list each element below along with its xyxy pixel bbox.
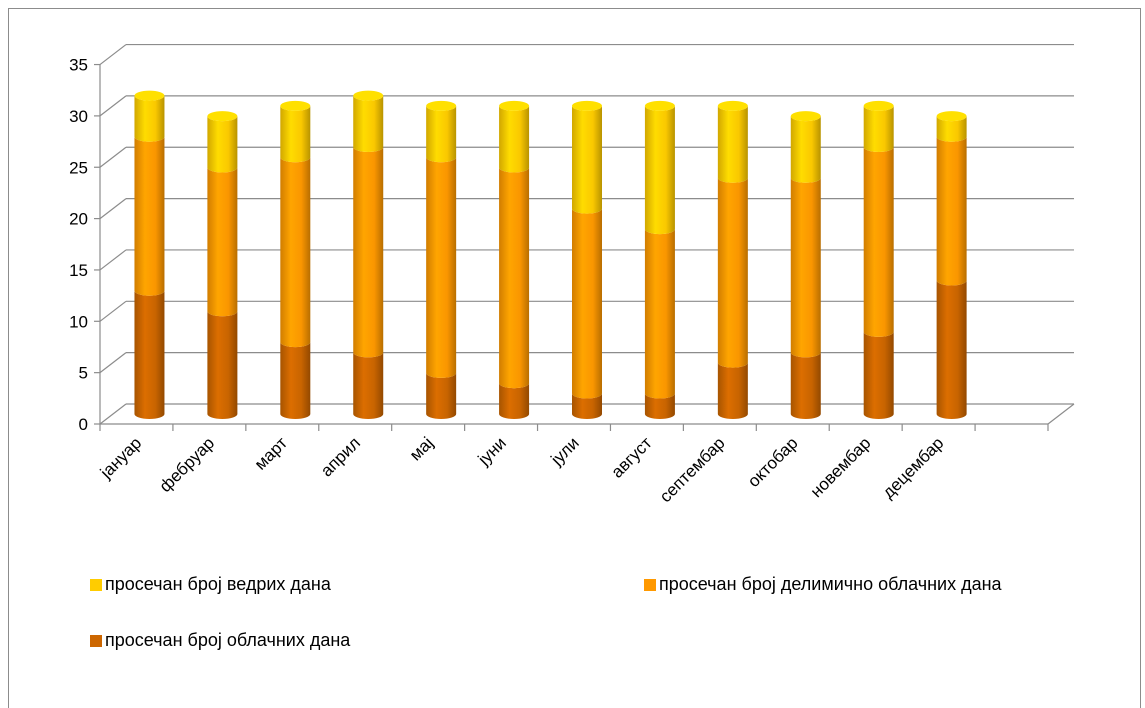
legend-swatch-clear bbox=[90, 578, 102, 591]
bar-segment bbox=[936, 136, 967, 286]
bar-cap bbox=[353, 90, 384, 101]
x-category-label: јули bbox=[547, 433, 583, 469]
bar-segment bbox=[280, 342, 311, 419]
x-category-label: септембар bbox=[656, 433, 729, 506]
y-tick-label: 10 bbox=[69, 312, 88, 331]
bar-segment bbox=[353, 146, 384, 358]
y-tick-label: 30 bbox=[69, 107, 88, 126]
bar-segment bbox=[572, 393, 602, 419]
bar-segment bbox=[936, 116, 967, 142]
gridline-depth bbox=[99, 249, 127, 271]
y-tick-label: 35 bbox=[69, 56, 88, 75]
legend-swatch-partly bbox=[644, 578, 656, 591]
bar-segment bbox=[134, 136, 165, 296]
x-category-label: децембар bbox=[879, 433, 948, 502]
bar-cap bbox=[499, 100, 530, 111]
bar-cap bbox=[572, 100, 602, 111]
x-category-label: фебруар bbox=[156, 433, 219, 496]
legend-item-clear: просечан број ведрих дана bbox=[90, 574, 331, 595]
y-tick-label: 25 bbox=[69, 158, 88, 177]
bar-segment bbox=[572, 105, 602, 214]
legend-label-partly: просечан број делимично облачних дана bbox=[659, 574, 1002, 594]
bar-segment bbox=[207, 311, 238, 419]
gridline-depth bbox=[99, 44, 127, 66]
floor-edge bbox=[1047, 403, 1075, 425]
x-category-label: јуни bbox=[474, 433, 510, 469]
bar-segment bbox=[790, 116, 821, 183]
bar-segment bbox=[790, 352, 821, 419]
bar-segment bbox=[280, 157, 311, 348]
y-tick-label: 20 bbox=[69, 210, 88, 229]
bar-cap bbox=[790, 111, 821, 122]
bar-segment bbox=[499, 383, 530, 419]
bar-segment bbox=[499, 167, 530, 389]
bar-segment bbox=[426, 372, 457, 419]
bar-cap bbox=[644, 100, 675, 111]
legend-label-cloudy: просечан број облачних дана bbox=[105, 630, 351, 650]
bar-segment bbox=[717, 362, 748, 419]
x-category-label: јануар bbox=[96, 433, 145, 482]
bar-segment bbox=[863, 105, 894, 152]
chart-frame bbox=[8, 8, 1141, 708]
x-category-label: октобар bbox=[744, 433, 802, 491]
legend-item-partly: просечан број делимично облачних дана bbox=[644, 574, 1002, 595]
y-tick-label: 15 bbox=[69, 261, 88, 280]
bar-cap bbox=[936, 111, 967, 122]
bar-segment bbox=[207, 167, 238, 317]
legend-swatch-cloudy bbox=[90, 634, 102, 647]
bar-cap bbox=[426, 100, 457, 111]
x-category-label: март bbox=[251, 433, 291, 473]
x-category-label: април bbox=[317, 433, 364, 480]
bar-segment bbox=[572, 208, 602, 399]
bar-segment bbox=[644, 393, 675, 419]
bar-cap bbox=[280, 100, 311, 111]
y-tick-label: 5 bbox=[79, 364, 88, 383]
bar-segment bbox=[863, 331, 894, 419]
x-category-label: август bbox=[607, 433, 655, 481]
bar-segment bbox=[863, 146, 894, 337]
bar-cap bbox=[863, 100, 894, 111]
gridline-depth bbox=[99, 300, 127, 322]
x-category-label: мај bbox=[406, 433, 437, 464]
gridline-depth bbox=[99, 95, 127, 117]
bar-segment bbox=[426, 105, 457, 163]
bar-segment bbox=[717, 105, 748, 183]
x-category-label: новембар bbox=[807, 433, 875, 501]
bar-segment bbox=[717, 177, 748, 368]
bar-segment bbox=[353, 352, 384, 419]
bar-segment bbox=[499, 105, 530, 173]
bar-segment bbox=[207, 116, 238, 173]
bar-segment bbox=[134, 95, 165, 142]
bar-segment bbox=[644, 105, 675, 235]
bar-cap bbox=[207, 111, 238, 122]
gridline-depth bbox=[99, 198, 127, 220]
bar-segment bbox=[790, 177, 821, 358]
bar-cap bbox=[717, 100, 748, 111]
bar-segment bbox=[134, 290, 165, 419]
bar-segment bbox=[353, 95, 384, 152]
legend-item-cloudy: просечан број облачних дана bbox=[90, 630, 350, 651]
bar-cap bbox=[134, 90, 165, 101]
gridline-depth bbox=[99, 352, 127, 374]
gridline-depth bbox=[99, 403, 127, 425]
bar-segment bbox=[280, 105, 311, 163]
bar-segment bbox=[936, 280, 967, 419]
gridline-depth bbox=[99, 146, 127, 168]
legend-label-clear: просечан број ведрих дана bbox=[105, 574, 331, 594]
y-tick-label: 0 bbox=[79, 415, 88, 434]
bar-segment bbox=[426, 157, 457, 378]
bar-segment bbox=[644, 229, 675, 399]
